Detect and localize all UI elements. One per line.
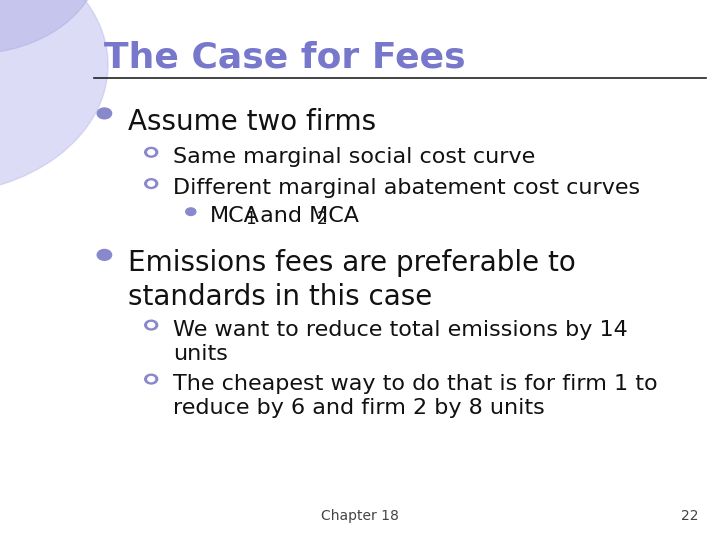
Circle shape [145,320,158,330]
Circle shape [0,0,101,54]
Text: Emissions fees are preferable to
standards in this case: Emissions fees are preferable to standar… [128,249,576,311]
Circle shape [148,376,155,382]
Text: Same marginal social cost curve: Same marginal social cost curve [173,147,535,167]
Circle shape [148,150,155,155]
Text: 2: 2 [317,210,328,228]
Circle shape [186,208,196,215]
Text: We want to reduce total emissions by 14
units: We want to reduce total emissions by 14 … [173,320,628,363]
Circle shape [145,179,158,188]
Text: Different marginal abatement cost curves: Different marginal abatement cost curves [173,178,640,198]
Text: Chapter 18: Chapter 18 [321,509,399,523]
Text: The cheapest way to do that is for firm 1 to
reduce by 6 and firm 2 by 8 units: The cheapest way to do that is for firm … [173,374,657,417]
Circle shape [145,374,158,384]
Text: MCA: MCA [210,206,260,226]
Text: 22: 22 [681,509,698,523]
Text: Assume two firms: Assume two firms [128,108,377,136]
Circle shape [0,0,108,194]
Text: and MCA: and MCA [253,206,359,226]
Circle shape [145,147,158,157]
Circle shape [148,322,155,328]
Text: 1: 1 [245,210,256,228]
Text: The Case for Fees: The Case for Fees [104,40,466,75]
Circle shape [97,249,112,260]
Circle shape [97,108,112,119]
Circle shape [148,181,155,186]
